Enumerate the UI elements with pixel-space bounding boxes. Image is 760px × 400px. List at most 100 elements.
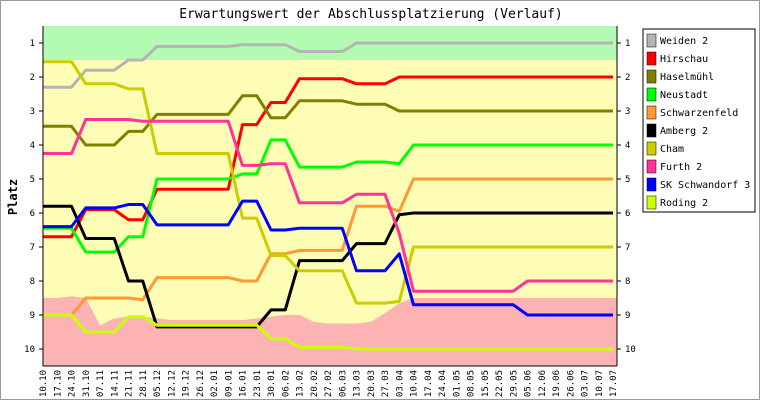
legend-label: Furth 2 bbox=[660, 162, 702, 173]
x-tick-label: 30.01 bbox=[267, 370, 277, 397]
series-line-amberg-2 bbox=[43, 204, 613, 329]
x-tick-label: 02.01 bbox=[210, 370, 220, 397]
legend-swatch bbox=[646, 87, 657, 102]
series-line-hirschau bbox=[43, 75, 613, 239]
legend-label: Cham bbox=[660, 144, 684, 155]
y-tick-label-right: 9 bbox=[625, 311, 630, 321]
y-tick-label-right: 2 bbox=[625, 73, 630, 83]
legend-swatch bbox=[646, 69, 657, 84]
x-tick-label: 26.12 bbox=[196, 370, 206, 397]
x-tick-label: 07.11 bbox=[96, 370, 106, 397]
x-tick-label: 15.05 bbox=[481, 370, 491, 397]
legend: Weiden 2 Hirschau Haselmühl Neustadt Schwarz… bbox=[642, 28, 756, 213]
x-tick-label: 28.11 bbox=[139, 370, 149, 397]
y-tick-label: 10 bbox=[24, 345, 35, 355]
x-tick-label: 12.12 bbox=[167, 370, 177, 397]
legend-label: Neustadt bbox=[660, 90, 708, 101]
x-tick-label: 06.02 bbox=[281, 370, 291, 397]
x-tick-label: 19.06 bbox=[552, 370, 562, 397]
series-line-roding-2 bbox=[43, 313, 613, 351]
legend-label: Schwarzenfeld bbox=[660, 108, 738, 119]
series-line-haselm-hl bbox=[43, 94, 613, 147]
x-tick-label: 22.05 bbox=[495, 370, 505, 397]
series-lines bbox=[43, 41, 613, 351]
x-tick-label: 17.07 bbox=[609, 370, 619, 397]
x-tick-label: 12.06 bbox=[538, 370, 548, 397]
y-tick-label: 6 bbox=[30, 209, 35, 219]
y-tick-label: 8 bbox=[30, 277, 35, 287]
x-tick-label: 14.11 bbox=[110, 370, 120, 397]
x-tick-label: 19.12 bbox=[182, 370, 192, 397]
series-line-weiden-2 bbox=[43, 41, 613, 89]
legend-label: Hirschau bbox=[660, 54, 708, 65]
y-tick-label: 7 bbox=[30, 243, 35, 253]
x-tick-label: 23.01 bbox=[253, 370, 263, 397]
x-tick-label: 27.02 bbox=[324, 370, 334, 397]
axes: 1 1 2 2 3 3 4 4 5 5 6 6 7 7 8 8 9 9 10 10 10.10 17.10 24.10 31.… bbox=[24, 26, 636, 397]
series-line-schwarzenfeld bbox=[43, 177, 613, 317]
x-tick-label: 24.04 bbox=[438, 370, 448, 397]
y-tick-label-right: 1 bbox=[625, 39, 630, 49]
legend-swatch bbox=[646, 123, 657, 138]
legend-label: Weiden 2 bbox=[660, 36, 708, 47]
x-tick-label: 01.05 bbox=[452, 370, 462, 397]
legend-box bbox=[642, 28, 756, 213]
y-axis-label: Platz bbox=[6, 179, 20, 215]
x-tick-label: 05.12 bbox=[153, 370, 163, 397]
legend-swatch bbox=[646, 159, 657, 174]
x-tick-label: 16.01 bbox=[239, 370, 249, 397]
x-tick-label: 21.11 bbox=[125, 370, 135, 397]
legend-swatch bbox=[646, 195, 657, 210]
y-tick-label: 5 bbox=[30, 175, 35, 185]
x-tick-label: 31.10 bbox=[82, 370, 92, 397]
legend-swatch bbox=[646, 33, 657, 48]
chart-title: Erwartungswert der Abschlussplatzierung … bbox=[179, 7, 563, 22]
y-tick-label-right: 8 bbox=[625, 277, 630, 287]
x-tick-label: 17.04 bbox=[424, 370, 434, 397]
y-tick-label-right: 3 bbox=[625, 107, 630, 117]
y-tick-label-right: 7 bbox=[625, 243, 630, 253]
x-tick-label: 10.07 bbox=[595, 370, 605, 397]
x-tick-label: 10.10 bbox=[39, 370, 49, 397]
series-line-furth-2 bbox=[43, 118, 613, 293]
y-tick-label: 3 bbox=[30, 107, 35, 117]
y-tick-label-right: 5 bbox=[625, 175, 630, 185]
legend-label: SK Schwandorf 3 bbox=[660, 180, 750, 191]
x-tick-label: 29.05 bbox=[509, 370, 519, 397]
x-tick-label: 05.06 bbox=[524, 370, 534, 397]
x-tick-label: 08.05 bbox=[467, 370, 477, 397]
y-tick-label: 2 bbox=[30, 73, 35, 83]
legend-swatch bbox=[646, 51, 657, 66]
x-tick-label: 13.03 bbox=[353, 370, 363, 397]
x-tick-label: 20.02 bbox=[310, 370, 320, 397]
x-tick-label: 24.10 bbox=[68, 370, 78, 397]
legend-swatch bbox=[646, 141, 657, 156]
y-tick-label: 4 bbox=[30, 141, 35, 151]
zone-backgrounds bbox=[43, 26, 617, 366]
x-tick-label: 06.03 bbox=[338, 370, 348, 397]
x-tick-label: 20.03 bbox=[367, 370, 377, 397]
legend-label: Haselmühl bbox=[660, 72, 714, 83]
x-tick-label: 03.04 bbox=[395, 370, 405, 397]
x-tick-label: 09.01 bbox=[224, 370, 234, 397]
legend-label: Amberg 2 bbox=[660, 126, 708, 137]
series-line-neustadt bbox=[43, 138, 613, 254]
y-tick-label-right: 10 bbox=[625, 345, 636, 355]
x-tick-label: 03.07 bbox=[581, 370, 591, 397]
legend-label: Roding 2 bbox=[660, 198, 708, 209]
series-line-sk-schwandorf-3 bbox=[43, 199, 613, 317]
x-tick-label: 17.10 bbox=[53, 370, 63, 397]
y-tick-label: 1 bbox=[30, 39, 35, 49]
legend-swatch bbox=[646, 105, 657, 120]
y-tick-label-right: 4 bbox=[625, 141, 630, 151]
y-tick-label-right: 6 bbox=[625, 209, 630, 219]
x-tick-label: 26.06 bbox=[566, 370, 576, 397]
x-tick-label: 10.04 bbox=[410, 370, 420, 397]
x-tick-label: 27.03 bbox=[381, 370, 391, 397]
x-tick-label: 13.02 bbox=[296, 370, 306, 397]
legend-swatch bbox=[646, 177, 657, 192]
series-line-cham bbox=[43, 60, 613, 305]
y-tick-label: 9 bbox=[30, 311, 35, 321]
